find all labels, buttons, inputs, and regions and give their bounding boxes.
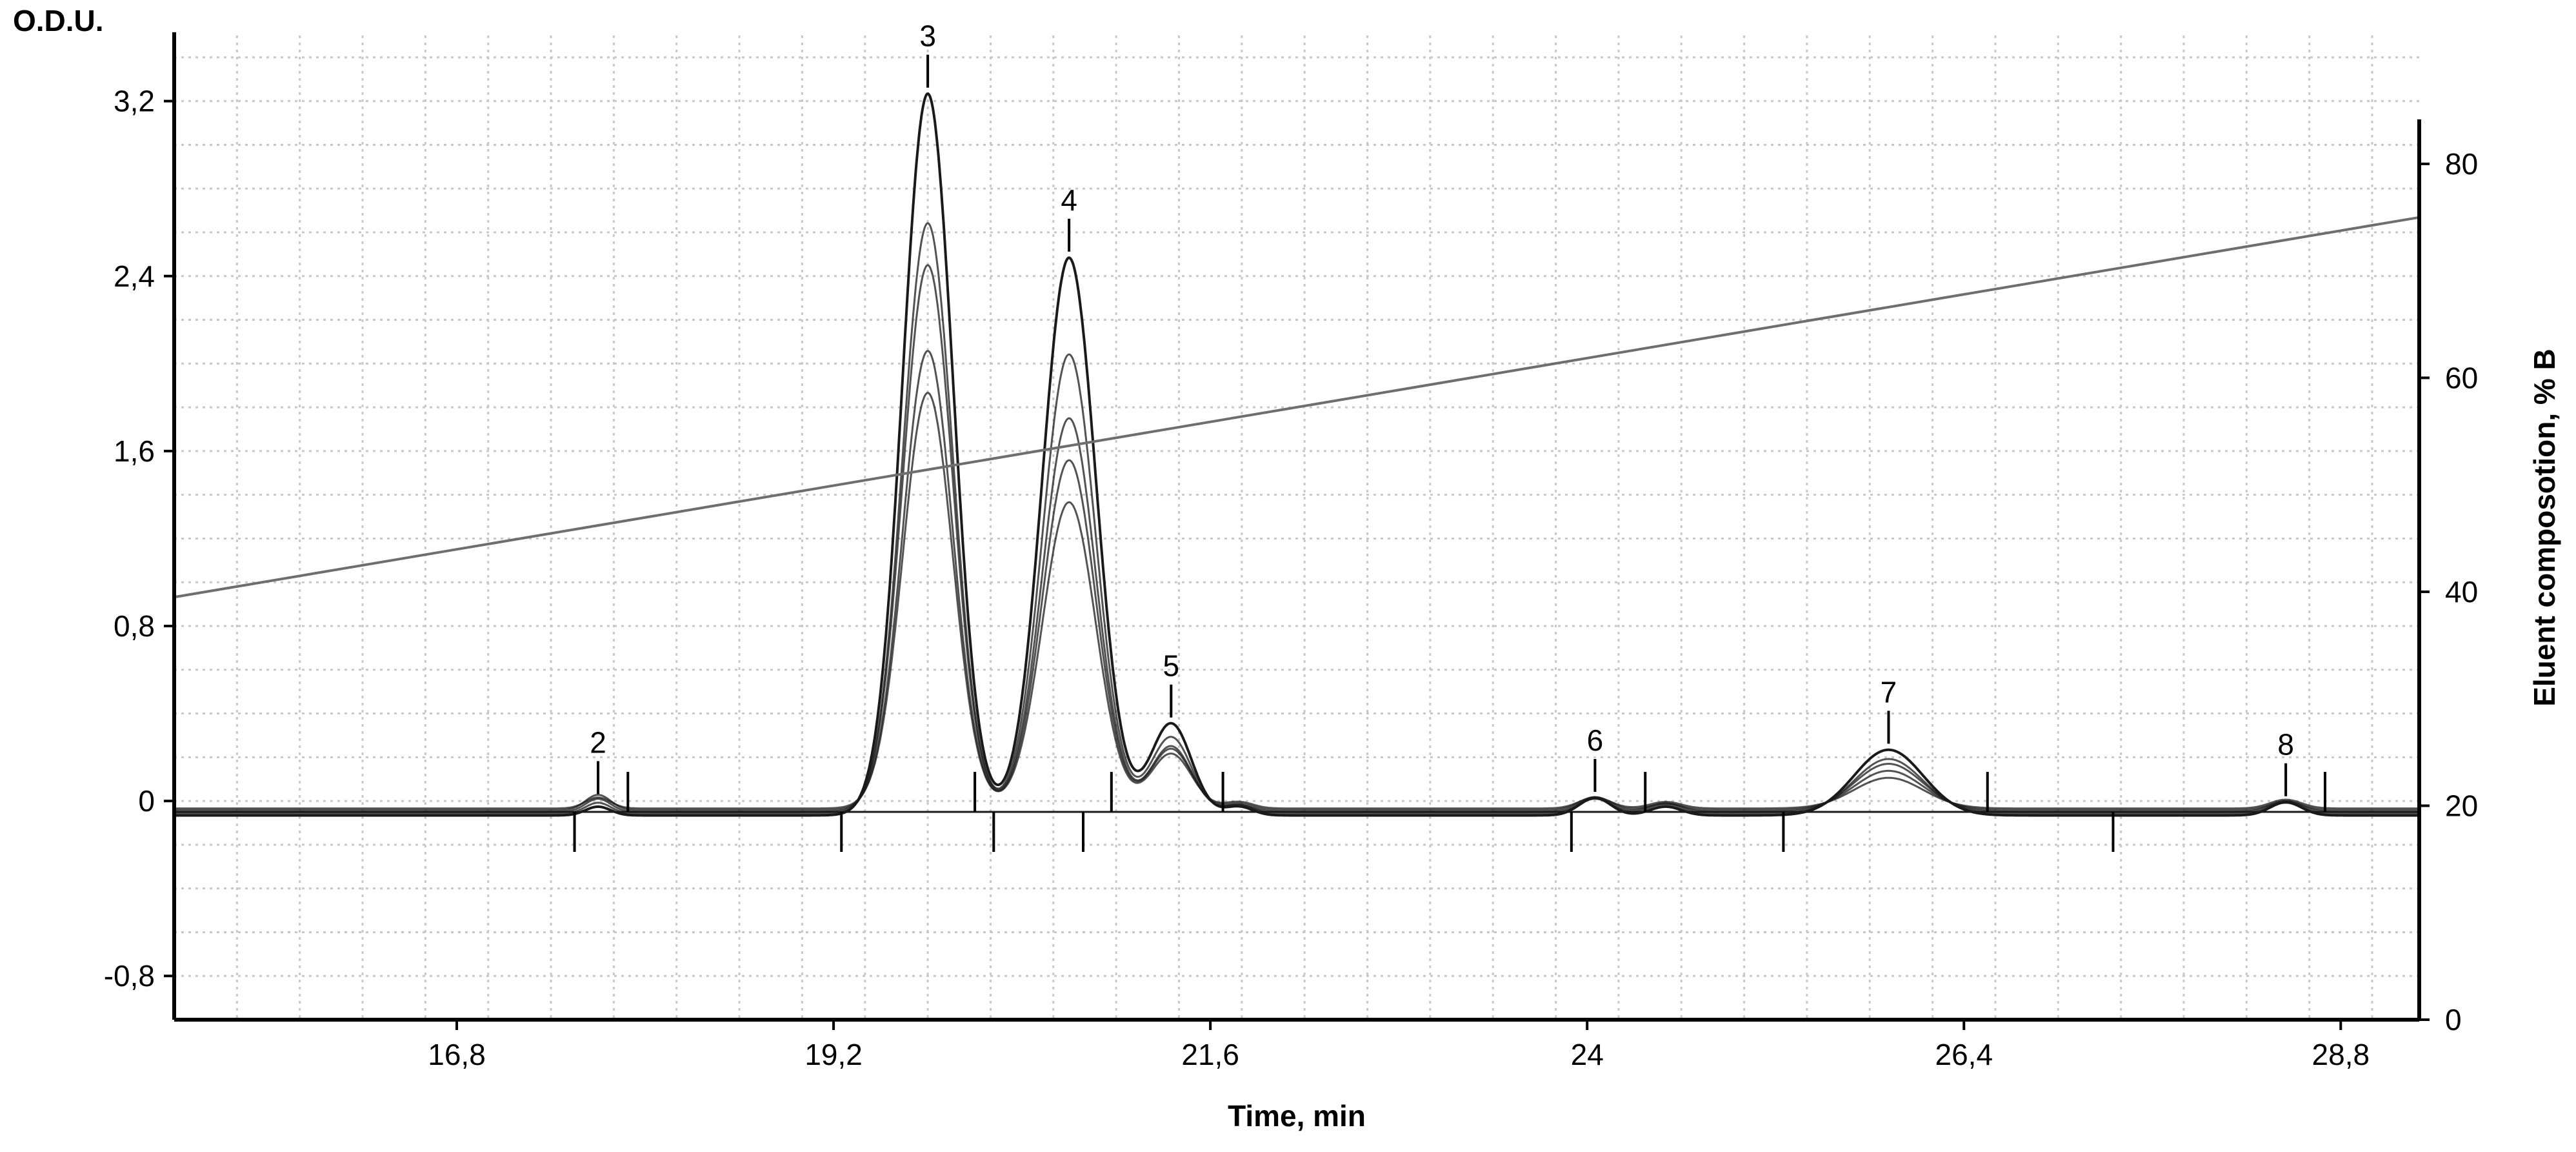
y2-tick-label: 20	[2445, 789, 2478, 822]
chromatogram-traces	[174, 92, 2419, 817]
y-tick-label: -0,8	[104, 959, 155, 993]
integration-marks	[573, 772, 2326, 853]
peak-label: 3	[919, 19, 936, 53]
labels: O.D.U. Time, min Eluent composotion, % B…	[13, 4, 2561, 1133]
y2-tick-label: 60	[2445, 361, 2478, 394]
gradient-line	[174, 216, 2420, 599]
y-tick-label: 0,8	[114, 609, 155, 643]
trace-line	[174, 222, 2419, 815]
grid	[174, 35, 2419, 1020]
trace-line	[174, 350, 2419, 811]
y2-tick-label: 80	[2445, 147, 2478, 181]
trace-line	[174, 392, 2419, 810]
peak-label: 8	[2277, 728, 2294, 762]
peak-label: 5	[1163, 649, 1180, 683]
y2-tick-label: 0	[2445, 1003, 2462, 1036]
peak-label: 4	[1061, 183, 1077, 217]
peak-label: 2	[590, 725, 606, 759]
y-tick-label: 0	[138, 784, 155, 818]
x-tick-label: 24	[1571, 1038, 1604, 1071]
y-axis-title: O.D.U.	[13, 4, 104, 37]
x-tick-label: 21,6	[1181, 1038, 1239, 1071]
axes: 16,8 19,2 21,6 24 26,4 28,8-0,800,81,62,43,20…	[104, 32, 2478, 1071]
x-axis-title: Time, min	[1228, 1099, 1366, 1133]
x-tick-label: 16,8	[428, 1038, 486, 1071]
y2-axis-title: Eluent composotion, % B	[2528, 349, 2561, 707]
x-tick-label: 26,4	[1935, 1038, 1993, 1071]
x-tick-label: 19,2	[804, 1038, 863, 1071]
trace-line	[174, 92, 2419, 817]
x-tick-label: 28,8	[2312, 1038, 2370, 1071]
y-tick-label: 1,6	[114, 434, 155, 468]
y2-tick-label: 40	[2445, 575, 2478, 609]
gradient-line-group	[174, 216, 2420, 599]
peak-label: 7	[1881, 675, 1897, 709]
peak-label: 6	[1587, 723, 1604, 757]
y-tick-label: 2,4	[114, 259, 155, 293]
y-tick-label: 3,2	[114, 85, 155, 118]
